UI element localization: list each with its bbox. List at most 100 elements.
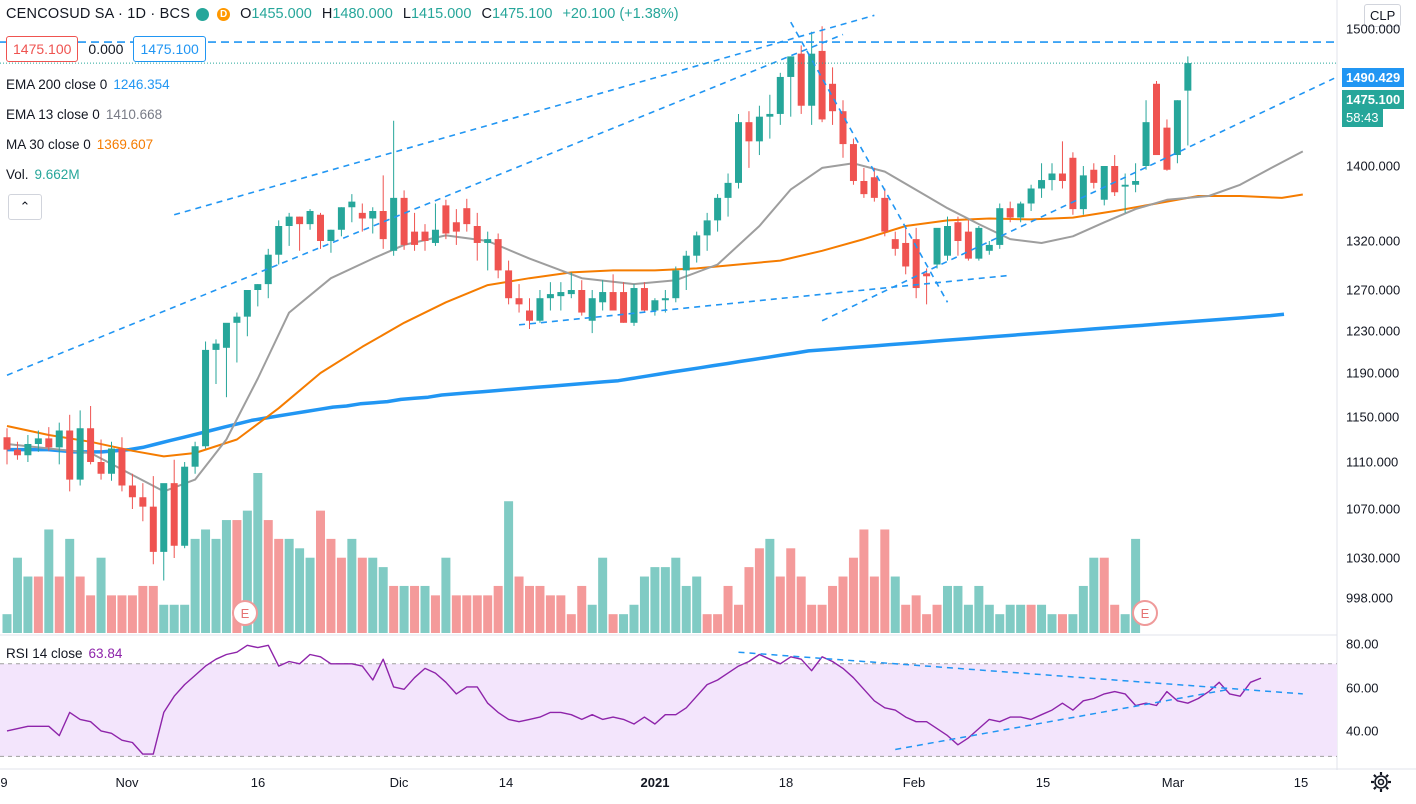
volume-bar [472,595,482,633]
ema13-label: EMA 13 close 0 [6,107,100,122]
candle-body [463,208,471,225]
candle-body [996,208,1004,245]
volume-bar [525,585,534,633]
buy-price-box[interactable]: 1475.100 [133,36,206,62]
volume-bar [838,576,848,633]
candle-body [1058,173,1066,181]
ema200-label: EMA 200 close 0 [6,77,108,92]
last-price-tag: 1475.100 [1342,90,1405,109]
candle-body [484,239,492,243]
volume-bar [107,595,116,633]
candle-body [348,201,356,208]
candle-body [849,144,857,181]
time-axis-label: 16 [250,775,266,790]
legend-volume[interactable]: Vol. 9.662M [6,167,80,182]
candle-body [891,239,899,249]
volume-bar [911,595,921,633]
candle-body [776,76,784,114]
volume-bar [148,585,158,633]
legend-ema13[interactable]: EMA 13 close 0 1410.668 [6,107,162,122]
volume-bar [535,585,545,633]
candle-body [630,288,638,323]
volume-bar [775,576,785,633]
time-axis-label: Mar [1161,775,1185,790]
candle-body [1038,180,1046,189]
ma30-value: 1369.607 [96,137,154,152]
settings-gear-icon[interactable] [1368,770,1394,794]
candle-body [24,444,32,456]
volume-bar [451,595,461,633]
volume-bar [12,557,22,633]
candle-body [567,290,575,295]
volume-bar [504,501,514,633]
volume-bar [1026,604,1036,633]
candle-body [526,310,533,321]
volume-bar [2,614,12,633]
volume-bar [901,604,911,633]
earnings-badge[interactable]: E [1132,600,1158,626]
candle-body [212,343,220,350]
candle-body [494,239,502,271]
symbol-header: CENCOSUD SA · 1D · BCS D O1455.000 H1480… [6,6,685,22]
candle-body [1132,181,1140,185]
candle-body [327,229,335,241]
data-type-badge[interactable]: D [217,7,231,21]
legend-ema200[interactable]: EMA 200 close 0 1246.354 [6,77,170,92]
volume-bar [86,595,96,633]
time-axis-label: 15 [1293,775,1309,790]
volume-bar [169,604,179,633]
volume-bar [650,567,660,633]
legend-rsi[interactable]: RSI 14 close 63.84 [6,646,122,661]
volume-bar [201,529,211,633]
symbol-title[interactable]: CENCOSUD SA · 1D · BCS [6,6,191,22]
trendline-price-tag: 1490.429 [1342,68,1405,87]
candle-body [599,292,607,303]
candle-body [588,298,596,321]
candle-body [76,428,84,480]
volume-bar [138,585,148,633]
price-axis-label: 1270.000 [1346,282,1401,298]
legend-ma30[interactable]: MA 30 close 0 1369.607 [6,137,153,152]
candle-body [714,197,722,221]
volume-bar [23,576,33,633]
rsi-value: 63.84 [88,646,123,661]
volume-bar [807,604,817,633]
volume-bar [305,557,315,633]
volume-bar [598,557,608,633]
candle-body [818,50,826,120]
candle-body [390,197,398,251]
candle-body [149,506,157,552]
candle-body [1121,184,1129,187]
sell-price-box[interactable]: 1475.100 [6,36,79,62]
price-axis-label: 1070.000 [1346,501,1401,517]
candle-body [296,216,304,225]
volume-bar [1099,557,1109,633]
candle-body [557,292,565,297]
candle-body [682,255,690,271]
price-axis-label: 1500.000 [1346,21,1401,37]
candle-body [829,83,837,112]
earnings-badge[interactable]: E [232,600,258,626]
volume-bar [483,595,493,633]
close-label: C [481,6,492,22]
volume-bar [963,604,973,633]
collapse-legend-button[interactable]: ⌃ [8,194,42,220]
volume-bar [974,585,984,633]
trendline-upper-channel [173,14,875,216]
volume-label: Vol. [6,167,29,182]
candle-body [1069,157,1077,210]
candle-body [337,207,345,230]
candle-body [118,448,126,486]
volume-bar [493,585,503,633]
candle-body [411,231,419,245]
currency-button[interactable]: CLP [1364,4,1402,27]
trade-price-boxes: 1475.100 0.000 1475.100 [6,36,206,62]
volume-bar [890,576,900,633]
volume-bar [796,576,806,633]
candle-body [13,449,21,456]
volume-bar [274,538,284,633]
time-axis-label: Dic [389,775,409,790]
close-value: 1475.100 [491,6,553,22]
volume-bar [389,585,399,633]
